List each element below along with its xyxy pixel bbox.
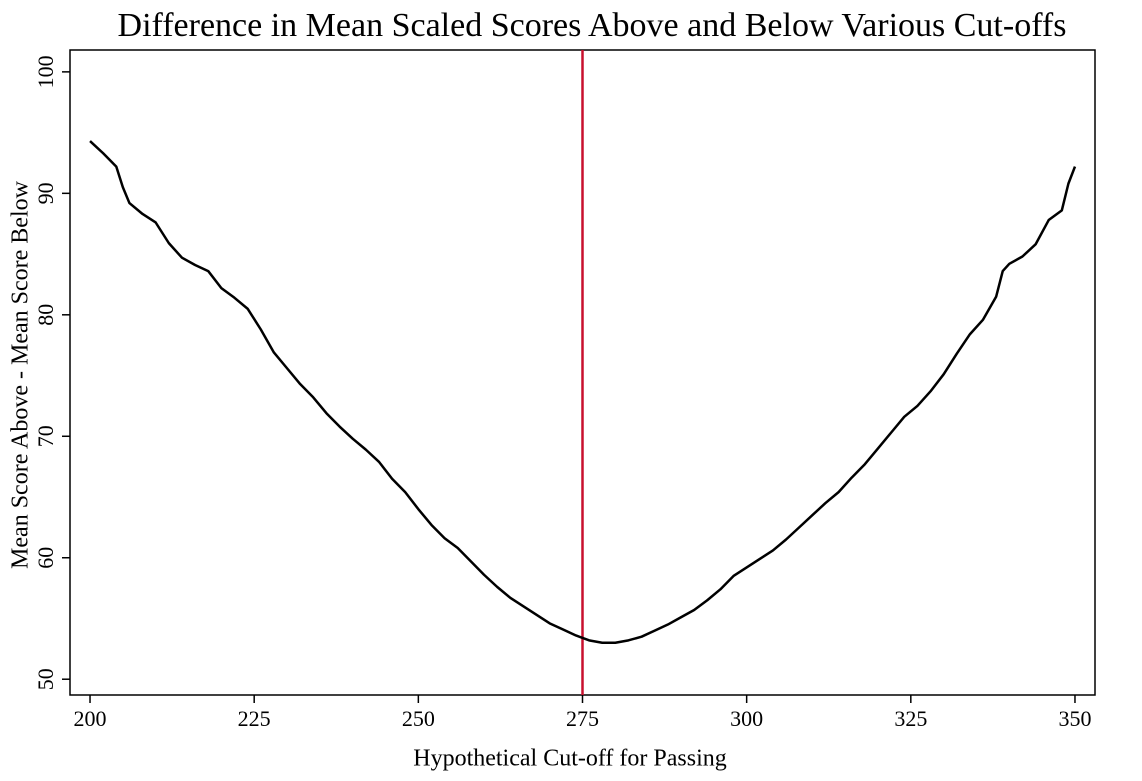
x-tick-label: 325 xyxy=(894,706,927,731)
x-tick-label: 200 xyxy=(74,706,107,731)
x-tick-label: 250 xyxy=(402,706,435,731)
y-tick-label: 60 xyxy=(33,547,58,569)
chart-title: Difference in Mean Scaled Scores Above a… xyxy=(118,7,1067,44)
y-tick-label: 90 xyxy=(33,182,58,204)
y-tick-label: 80 xyxy=(33,304,58,326)
y-axis-label: Mean Score Above - Mean Score Below xyxy=(8,180,34,569)
y-tick-label: 50 xyxy=(33,668,58,690)
x-tick-label: 225 xyxy=(238,706,271,731)
y-tick-label: 70 xyxy=(33,425,58,447)
x-tick-label: 275 xyxy=(566,706,599,731)
data-line xyxy=(89,140,1077,645)
x-tick-label: 300 xyxy=(730,706,763,731)
x-tick-label: 350 xyxy=(1058,706,1091,731)
y-tick-label: 100 xyxy=(33,55,58,88)
x-axis-label: Hypothetical Cut-off for Passing xyxy=(413,746,727,772)
